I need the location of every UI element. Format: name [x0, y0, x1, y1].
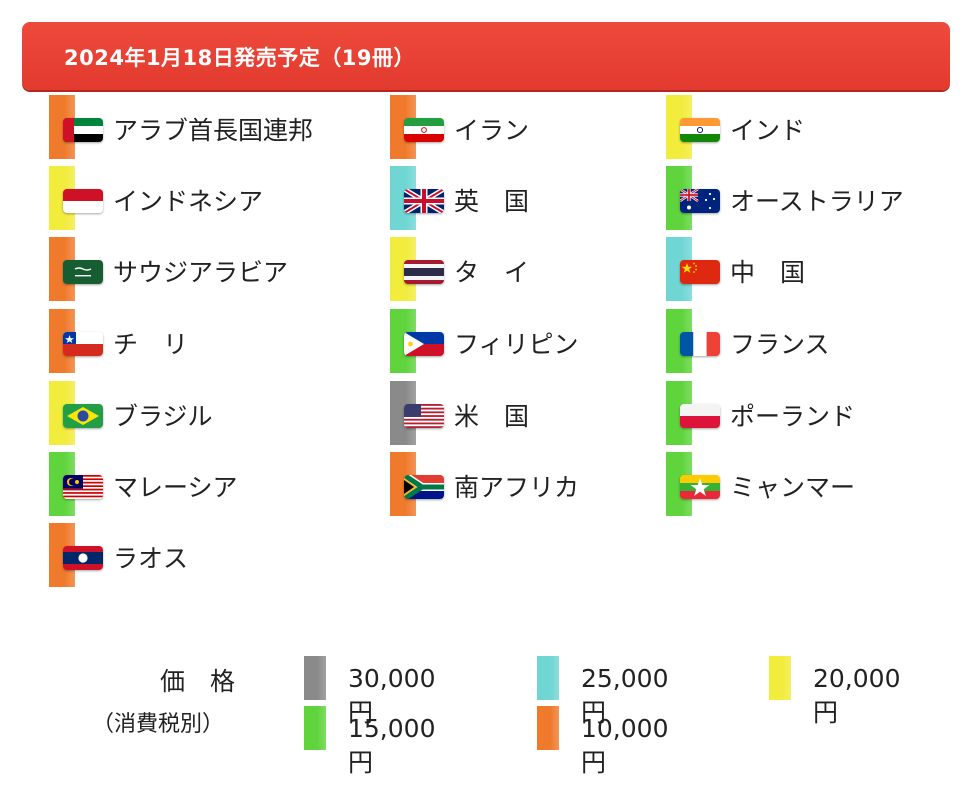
china-flag-icon	[680, 260, 720, 284]
country-name: 米 国	[454, 402, 530, 431]
thailand-flag-icon	[404, 260, 444, 284]
country-item[interactable]: 米 国	[390, 381, 690, 445]
country-item[interactable]: ブラジル	[49, 381, 349, 445]
country-item[interactable]: 中 国	[666, 237, 966, 301]
country-name: タ イ	[454, 258, 530, 287]
country-name: ブラジル	[113, 402, 213, 431]
country-name: インド	[730, 116, 806, 145]
country-item[interactable]: フランス	[666, 309, 966, 373]
saudi-flag-icon	[63, 260, 103, 284]
country-item[interactable]: チ リ	[49, 309, 349, 373]
country-name: 中 国	[730, 258, 806, 287]
release-header: 2024年1月18日発売予定（19冊）	[22, 22, 950, 90]
country-name: ミャンマー	[730, 473, 856, 502]
country-name: マレーシア	[113, 473, 238, 502]
country-name: サウジアラビア	[113, 258, 289, 287]
price-label: 15,000円	[348, 714, 436, 777]
country-item[interactable]: インド	[666, 95, 966, 159]
country-name: アラブ首長国連邦	[113, 116, 314, 145]
australia-flag-icon	[680, 189, 720, 213]
country-item[interactable]: ミャンマー	[666, 452, 966, 516]
country-item[interactable]: アラブ首長国連邦	[49, 95, 349, 159]
iran-flag-icon	[404, 118, 444, 142]
brazil-flag-icon	[63, 404, 103, 428]
india-flag-icon	[680, 118, 720, 142]
country-item[interactable]: オーストラリア	[666, 166, 966, 230]
price-label: 20,000円	[813, 664, 901, 727]
myanmar-flag-icon	[680, 475, 720, 499]
price-heading: 価 格	[160, 667, 236, 696]
country-item[interactable]: マレーシア	[49, 452, 349, 516]
price-label: 10,000円	[581, 714, 669, 777]
country-item[interactable]: イラン	[390, 95, 690, 159]
price-swatch	[769, 656, 791, 700]
indonesia-flag-icon	[63, 189, 103, 213]
country-name: フランス	[730, 330, 830, 359]
country-name: インドネシア	[113, 187, 264, 216]
country-name: イラン	[454, 116, 530, 145]
price-swatch	[537, 706, 559, 750]
laos-flag-icon	[63, 546, 103, 570]
country-name: フィリピン	[454, 330, 579, 359]
country-item[interactable]: 英 国	[390, 166, 690, 230]
country-item[interactable]: 南アフリカ	[390, 452, 690, 516]
usa-flag-icon	[404, 404, 444, 428]
country-name: ポーランド	[730, 402, 856, 431]
uk-flag-icon	[404, 189, 444, 213]
country-item[interactable]: フィリピン	[390, 309, 690, 373]
country-name: 南アフリカ	[454, 473, 580, 502]
country-name: オーストラリア	[730, 187, 904, 216]
poland-flag-icon	[680, 404, 720, 428]
country-name: 英 国	[454, 187, 530, 216]
price-swatch	[304, 706, 326, 750]
south-africa-flag-icon	[404, 475, 444, 499]
country-name: チ リ	[113, 330, 189, 359]
malaysia-flag-icon	[63, 475, 103, 499]
philippines-flag-icon	[404, 332, 444, 356]
country-item[interactable]: ラオス	[49, 523, 349, 587]
price-label: 30,000円	[348, 664, 436, 727]
france-flag-icon	[680, 332, 720, 356]
release-title: 2024年1月18日発売予定（19冊）	[64, 46, 416, 70]
price-swatch	[304, 656, 326, 700]
country-name: ラオス	[113, 544, 189, 573]
country-item[interactable]: サウジアラビア	[49, 237, 349, 301]
country-item[interactable]: インドネシア	[49, 166, 349, 230]
price-label: 25,000円	[581, 664, 669, 727]
country-item[interactable]: ポーランド	[666, 381, 966, 445]
uae-flag-icon	[63, 118, 103, 142]
chile-flag-icon	[63, 332, 103, 356]
country-item[interactable]: タ イ	[390, 237, 690, 301]
tax-note: （消費税別）	[92, 712, 225, 737]
price-swatch	[537, 656, 559, 700]
